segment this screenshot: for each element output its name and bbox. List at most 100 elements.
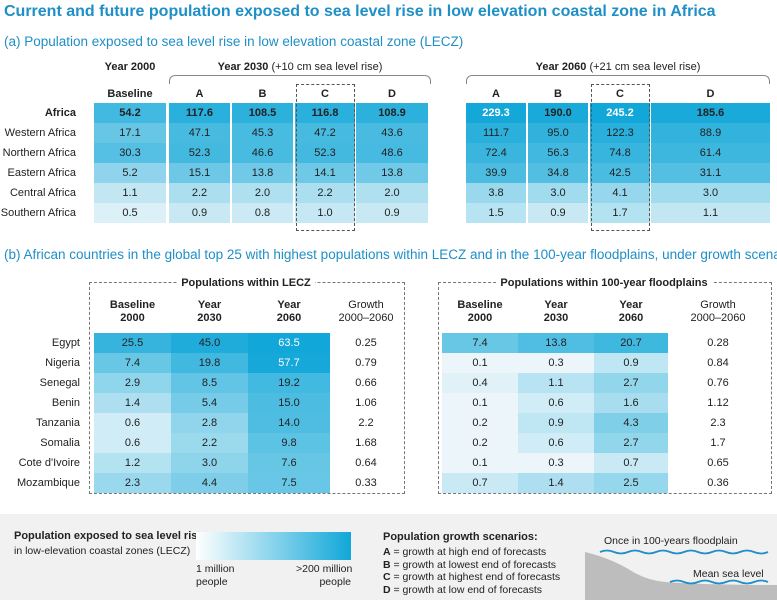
data-cell: 0.1 (442, 453, 518, 473)
scenario-text: = growth at lowest end of forecasts (390, 558, 557, 571)
floodplain-label: Once in 100-years floodplain (604, 535, 738, 547)
column-header: Baseline 2000 (457, 299, 503, 324)
data-cell: 111.7 (466, 123, 526, 143)
row-label: Tanzania (35, 417, 80, 429)
panel-b-title: (b) African countries in the global top … (4, 247, 777, 262)
data-cell: 0.9 (528, 203, 588, 223)
group-bracket (466, 75, 770, 84)
data-cell: 0.2 (442, 433, 518, 453)
row-label: Egypt (51, 337, 80, 349)
column-header: B (554, 88, 562, 100)
data-cell: 1.4 (518, 473, 594, 493)
column-header: A (195, 88, 204, 100)
panel-label: Populations within LECZ (89, 277, 403, 289)
data-cell: 1.5 (466, 203, 526, 223)
data-cell: 63.5 (248, 333, 330, 353)
panel-label-text: Populations within LECZ (177, 277, 315, 289)
group-header-label: Year 2060 (535, 61, 590, 73)
data-cell: 0.5 (94, 203, 166, 223)
data-cell: 56.3 (528, 143, 588, 163)
growth-cell: 0.79 (330, 353, 402, 373)
data-cell: 1.6 (594, 393, 668, 413)
scenario-item: C = growth at highest end of forecasts (383, 571, 560, 583)
growth-cell: 0.28 (668, 333, 768, 353)
data-cell: 0.6 (518, 393, 594, 413)
legend-title: Population exposed to sea level rise (14, 530, 204, 542)
data-cell: 229.3 (466, 103, 526, 123)
data-cell: 14.1 (295, 163, 355, 183)
growth-cell: 0.65 (668, 453, 768, 473)
scenario-item: A = growth at high end of forecasts (383, 546, 546, 558)
growth-cell: 0.84 (668, 353, 768, 373)
data-cell: 7.5 (248, 473, 330, 493)
row-label: Western Africa (4, 127, 76, 139)
data-cell: 3.0 (528, 183, 588, 203)
data-cell: 108.9 (356, 103, 428, 123)
data-cell: 0.1 (442, 393, 518, 413)
scenario-key: C (383, 571, 391, 583)
data-cell: 0.6 (94, 413, 171, 433)
row-label: Somalia (40, 437, 80, 449)
data-cell: 19.8 (171, 353, 248, 373)
data-cell: 52.3 (169, 143, 230, 163)
data-cell: 52.3 (295, 143, 355, 163)
floodplain-diagram (585, 549, 777, 600)
data-cell: 34.8 (528, 163, 588, 183)
column-header: Growth 2000–2060 (338, 299, 394, 324)
data-cell: 13.8 (518, 333, 594, 353)
row-label: Africa (44, 107, 76, 119)
column-header: D (706, 88, 715, 100)
data-cell: 43.6 (356, 123, 428, 143)
data-cell: 1.4 (94, 393, 171, 413)
data-cell: 0.7 (594, 453, 668, 473)
data-cell: 13.8 (356, 163, 428, 183)
growth-cell: 2.3 (668, 413, 768, 433)
growth-cell: 0.33 (330, 473, 402, 493)
legend-min-label: 1 million people (196, 563, 235, 588)
data-cell: 25.5 (94, 333, 171, 353)
data-cell: 8.5 (171, 373, 248, 393)
data-cell: 95.0 (528, 123, 588, 143)
data-cell: 0.9 (169, 203, 230, 223)
row-label: Eastern Africa (7, 167, 76, 179)
growth-cell: 0.64 (330, 453, 402, 473)
data-cell: 15.0 (248, 393, 330, 413)
data-cell: 5.4 (171, 393, 248, 413)
data-cell: 0.1 (442, 353, 518, 373)
column-header: A (492, 88, 500, 100)
floodplain-wave-line (599, 549, 769, 555)
data-cell: 46.6 (232, 143, 293, 163)
data-cell: 0.6 (94, 433, 171, 453)
data-cell: 0.3 (518, 453, 594, 473)
column-header: C (616, 88, 624, 100)
data-cell: 45.3 (232, 123, 293, 143)
scenario-text: = growth at low end of forecasts (390, 583, 543, 596)
column-header: Year 2030 (543, 299, 569, 324)
column-header: C (321, 88, 329, 100)
data-cell: 2.7 (594, 373, 668, 393)
data-cell: 1.1 (651, 203, 770, 223)
panel-label: Populations within 100-year floodplains (438, 277, 770, 289)
row-label: Mozambique (17, 477, 80, 489)
group-header-label: Year 2030 (217, 61, 272, 73)
group-header: Year 2000 (94, 61, 166, 73)
data-cell: 0.9 (356, 203, 428, 223)
data-cell: 2.2 (295, 183, 355, 203)
scenario-key: D (383, 583, 391, 596)
data-cell: 0.4 (442, 373, 518, 393)
legend-max-label: >200 million people (296, 563, 353, 588)
scenario-c-highlight-2030 (296, 84, 355, 231)
data-cell: 2.3 (94, 473, 171, 493)
row-label: Central Africa (9, 187, 76, 199)
data-cell: 13.8 (232, 163, 293, 183)
scenario-text: = growth at highest end of forecasts (390, 571, 561, 583)
data-cell: 1.2 (94, 453, 171, 473)
data-cell: 0.6 (518, 433, 594, 453)
data-cell: 30.3 (94, 143, 166, 163)
data-cell: 31.1 (651, 163, 770, 183)
data-cell: 4.4 (171, 473, 248, 493)
group-header-label: Year 2000 (104, 61, 156, 73)
scenario-key: B (383, 558, 391, 571)
data-cell: 185.6 (651, 103, 770, 123)
data-cell: 0.9 (518, 413, 594, 433)
